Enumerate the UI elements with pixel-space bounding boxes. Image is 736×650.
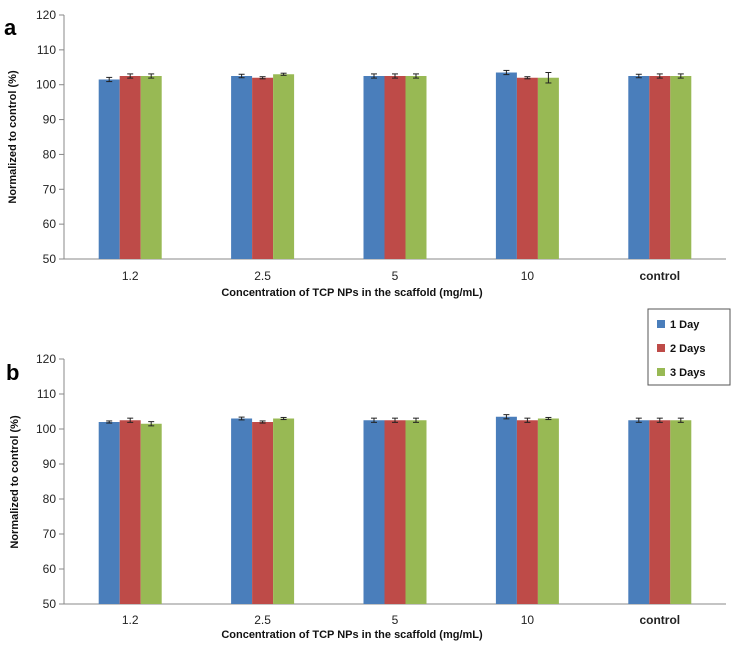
- panel-a-bar-3-days: [670, 76, 692, 259]
- panel-a-y-tick-label: 70: [43, 182, 57, 196]
- panel-a-y-tick-label: 50: [43, 252, 57, 266]
- panel-b-bar-1-day: [363, 420, 385, 604]
- panel-b-x-tick-label: control: [639, 613, 680, 627]
- panel-b-x-tick-label: 10: [521, 613, 535, 627]
- panel-a-y-tick-label: 100: [36, 78, 56, 92]
- panel-a-bar-2-days: [649, 76, 671, 259]
- panel-b-x-tick-label: 5: [392, 613, 399, 627]
- panel-a-bar-1-day: [495, 72, 517, 259]
- panel-a-bar-2-days: [119, 76, 141, 259]
- legend-label: 1 Day: [670, 319, 700, 331]
- panel-a-bar-3-days: [140, 76, 162, 259]
- panel-b-y-tick-label: 80: [43, 492, 57, 506]
- panel-b-bar-2-days: [516, 420, 538, 604]
- panel-b-x-tick-label: 2.5: [254, 613, 271, 627]
- panel-a-x-axis-title: Concentration of TCP NPs in the scaffold…: [221, 287, 483, 299]
- panel-b-bar-3-days: [140, 423, 162, 604]
- panel-a-bar-2-days: [384, 76, 406, 259]
- panel-a-bar-1-day: [363, 76, 385, 259]
- panel-b-y-tick-label: 60: [43, 562, 57, 576]
- panel-b-bar-1-day: [231, 418, 253, 604]
- panel-b-x-axis-title: Concentration of TCP NPs in the scaffold…: [221, 629, 483, 641]
- panel-a-bar-3-days: [537, 77, 559, 259]
- panel-b-bar-3-days: [670, 420, 692, 604]
- panel-b-bar-2-days: [119, 420, 141, 604]
- panel-b-label: b: [6, 360, 19, 385]
- panel-b-bar-2-days: [384, 420, 406, 604]
- panel-b-bar-1-day: [495, 416, 517, 604]
- panel-a-y-tick-label: 120: [36, 8, 56, 22]
- panel-b-y-tick-label: 110: [37, 387, 56, 401]
- panel-a-bar-1-day: [628, 76, 650, 259]
- legend-label: 3 Days: [670, 367, 705, 379]
- panel-a-y-tick-label: 110: [37, 43, 56, 57]
- panel-b-bar-1-day: [98, 422, 120, 604]
- panel-b-chart: b 50 60 70 80 90 100 110 120 1.2 2.5 5 10 control Conc…: [6, 352, 726, 641]
- panel-a-x-tick-label: control: [639, 269, 680, 283]
- panel-b-bar-3-days: [537, 418, 559, 604]
- legend-swatch: [657, 368, 665, 376]
- panel-a-y-axis-title: Normalized to control (%): [7, 70, 19, 204]
- panel-a-y-tick-label: 90: [43, 113, 57, 127]
- panel-a-bar-1-day: [98, 79, 120, 259]
- panel-b-y-tick-label: 70: [43, 527, 57, 541]
- panel-a-bar-3-days: [405, 76, 427, 259]
- panel-b-y-tick-label: 90: [43, 457, 57, 471]
- panel-b-bar-2-days: [649, 420, 671, 604]
- panel-b-y-tick-label: 120: [36, 352, 56, 366]
- panel-a-bar-1-day: [231, 76, 253, 259]
- legend-swatch: [657, 320, 665, 328]
- panel-a-x-tick-label: 5: [392, 269, 399, 283]
- panel-b-y-tick-label: 100: [36, 422, 56, 436]
- panel-a-y-tick-label: 80: [43, 147, 57, 161]
- panel-b-bar-1-day: [628, 420, 650, 604]
- panel-a-x-tick-label: 2.5: [254, 269, 271, 283]
- panel-a-bar-3-days: [273, 74, 295, 259]
- panel-a-y-tick-label: 60: [43, 217, 57, 231]
- legend-swatch: [657, 344, 665, 352]
- legend: 1 Day 2 Days 3 Days: [647, 308, 731, 386]
- panel-a-bar-2-days: [516, 77, 538, 259]
- legend-label: 2 Days: [670, 343, 705, 355]
- panel-a-chart: a 50 60 70 80 90 100 110 120 1.2 2.5 5 10 control Conc…: [4, 8, 726, 299]
- panel-a-x-tick-label: 1.2: [122, 269, 139, 283]
- panel-a-label: a: [4, 15, 17, 40]
- panel-b-bar-3-days: [273, 418, 295, 604]
- panel-b-y-tick-label: 50: [43, 597, 57, 611]
- panel-b-bar-2-days: [252, 422, 274, 604]
- panel-a-bar-2-days: [252, 77, 274, 259]
- panel-a-x-tick-label: 10: [521, 269, 535, 283]
- panel-b-x-tick-label: 1.2: [122, 613, 139, 627]
- panel-b-y-axis-title: Normalized to control (%): [9, 415, 21, 549]
- panel-b-bar-3-days: [405, 420, 427, 604]
